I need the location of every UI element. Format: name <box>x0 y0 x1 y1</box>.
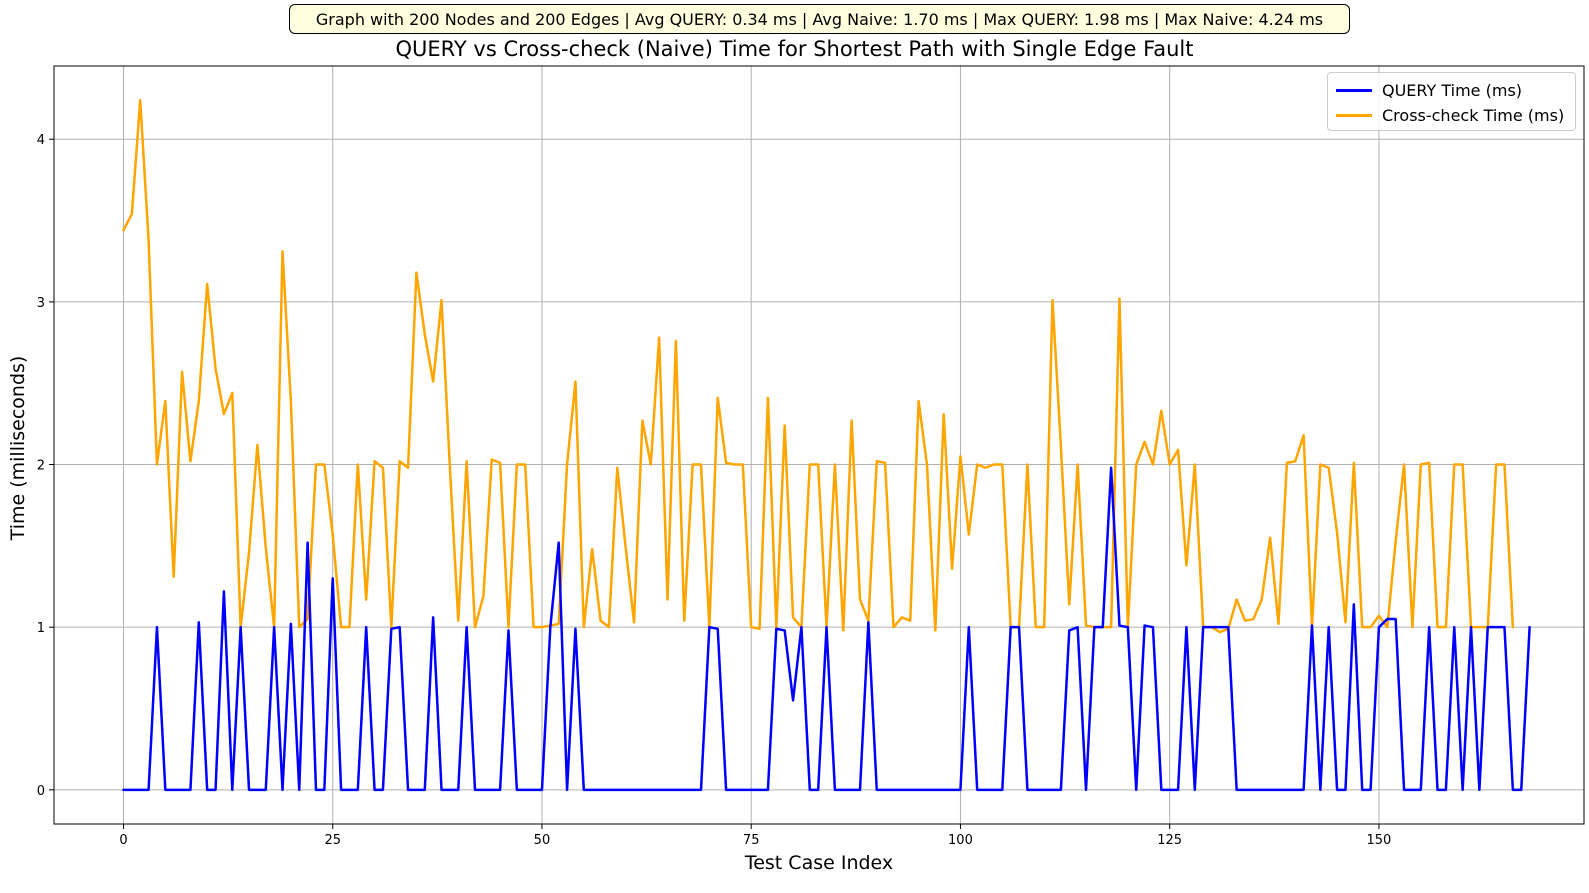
x-tick-label: 125 <box>1157 833 1182 848</box>
x-tick-label: 150 <box>1367 833 1392 848</box>
legend: QUERY Time (ms) Cross-check Time (ms) <box>1327 72 1576 131</box>
plot-frame <box>53 65 1585 825</box>
legend-entry-crosscheck: Cross-check Time (ms) <box>1336 103 1567 128</box>
legend-entry-query: QUERY Time (ms) <box>1336 78 1567 103</box>
legend-swatch-crosscheck <box>1336 114 1372 117</box>
axis-ticks: 0 25 50 75 100 125 150 0 1 2 3 4 <box>37 133 1392 848</box>
legend-swatch-query <box>1336 89 1372 92</box>
y-tick-label: 2 <box>37 459 45 474</box>
x-tick-label: 0 <box>119 833 127 848</box>
series-line-crosscheck <box>122 98 1515 634</box>
stats-summary-box: Graph with 200 Nodes and 200 Edges | Avg… <box>289 4 1350 34</box>
legend-label-crosscheck: Cross-check Time (ms) <box>1382 106 1565 125</box>
x-tick-label: 100 <box>948 833 973 848</box>
x-tick-label: 50 <box>534 833 551 848</box>
y-tick-label: 0 <box>37 784 45 799</box>
legend-label-query: QUERY Time (ms) <box>1382 81 1523 100</box>
y-tick-label: 1 <box>37 621 45 636</box>
series-layer <box>122 98 1531 792</box>
x-tick-label: 75 <box>743 833 760 848</box>
x-tick-label: 25 <box>324 833 341 848</box>
chart-title: QUERY vs Cross-check (Naive) Time for Sh… <box>395 37 1194 61</box>
x-axis-label: Test Case Index <box>744 852 894 874</box>
y-tick-label: 3 <box>37 296 45 311</box>
stats-summary-text: Graph with 200 Nodes and 200 Edges | Avg… <box>315 9 1324 29</box>
series-line-query <box>122 466 1531 792</box>
grid-lines <box>54 66 1584 824</box>
y-axis-label: Time (milliseconds) <box>7 355 29 541</box>
y-tick-label: 4 <box>37 133 45 148</box>
